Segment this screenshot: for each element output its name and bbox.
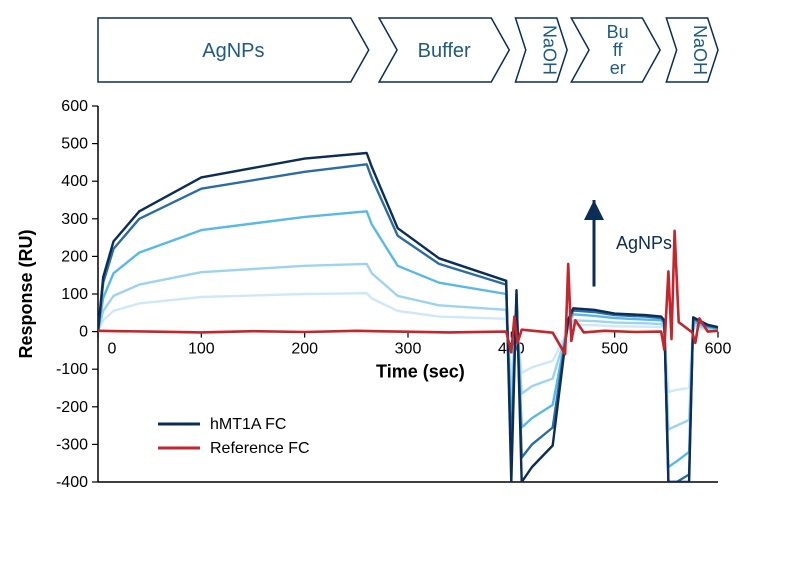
x-axis-title: Time (sec) — [376, 362, 465, 382]
y-axis-title: Response (RU) — [16, 229, 36, 358]
y-tick-label: 200 — [61, 248, 88, 265]
timeline-label: NaOH — [690, 25, 710, 75]
x-tick-label: 100 — [188, 341, 215, 358]
y-tick-label: -100 — [56, 361, 88, 378]
x-tick-label: 600 — [705, 341, 732, 358]
timeline-label: Buffer — [418, 40, 471, 62]
y-tick-label: 400 — [61, 173, 88, 190]
figure-svg: AgNPs Buffer NaOH Buffer NaOH -400 -300 -200 -10… — [0, 0, 794, 578]
legend-label: hMT1A FC — [210, 416, 286, 433]
x-tick-label: 300 — [395, 341, 422, 358]
y-tick-label: 500 — [61, 136, 88, 153]
x-tick-label: 0 — [108, 341, 117, 358]
timeline-label: Bu — [607, 22, 629, 42]
y-tick-label: -300 — [56, 436, 88, 453]
y-tick-label: -200 — [56, 399, 88, 416]
timeline-label: ff — [613, 40, 624, 60]
timeline-label: er — [610, 58, 626, 78]
y-tick-label: 300 — [61, 211, 88, 228]
timeline-label: NaOH — [539, 25, 559, 75]
legend-label: Reference FC — [210, 440, 310, 457]
figure-container: AgNPs Buffer NaOH Buffer NaOH -400 -300 -200 -10… — [0, 0, 794, 578]
y-tick-label: 600 — [61, 98, 88, 115]
y-tick-label: 0 — [79, 324, 88, 341]
y-tick-label: 100 — [61, 286, 88, 303]
y-tick-label: -400 — [56, 474, 88, 491]
x-tick-label: 200 — [291, 341, 318, 358]
x-tick-label: 500 — [601, 341, 628, 358]
agnps-arrowhead — [584, 200, 604, 220]
agnps-annotation-text: AgNPs — [616, 233, 672, 253]
plot-area — [98, 153, 718, 482]
timeline-label: AgNPs — [202, 40, 264, 62]
